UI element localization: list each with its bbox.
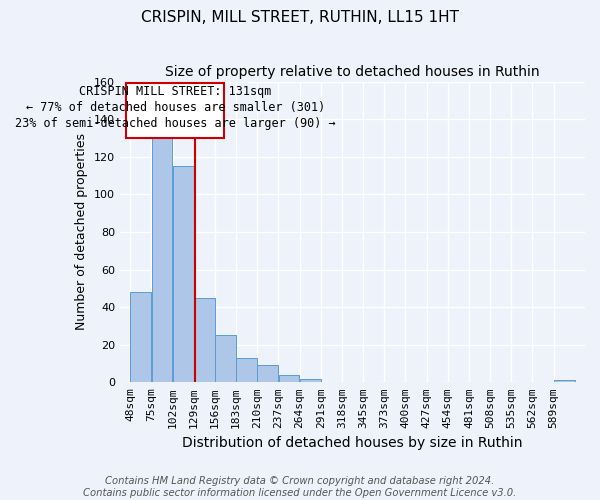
Bar bbox=[215, 336, 236, 382]
Text: 23% of semi-detached houses are larger (90) →: 23% of semi-detached houses are larger (… bbox=[15, 118, 335, 130]
Bar bbox=[300, 378, 320, 382]
Bar bbox=[152, 132, 172, 382]
Text: CRISPIN, MILL STREET, RUTHIN, LL15 1HT: CRISPIN, MILL STREET, RUTHIN, LL15 1HT bbox=[141, 10, 459, 25]
X-axis label: Distribution of detached houses by size in Ruthin: Distribution of detached houses by size … bbox=[182, 436, 523, 450]
Bar bbox=[194, 298, 215, 382]
Bar bbox=[236, 358, 257, 382]
Text: ← 77% of detached houses are smaller (301): ← 77% of detached houses are smaller (30… bbox=[26, 102, 325, 114]
Title: Size of property relative to detached houses in Ruthin: Size of property relative to detached ho… bbox=[165, 65, 540, 79]
Bar bbox=[130, 292, 151, 382]
Text: CRISPIN MILL STREET: 131sqm: CRISPIN MILL STREET: 131sqm bbox=[79, 86, 271, 98]
Bar bbox=[173, 166, 194, 382]
Bar bbox=[278, 375, 299, 382]
Bar bbox=[257, 366, 278, 382]
Bar bbox=[127, 84, 224, 138]
Bar bbox=[554, 380, 575, 382]
Y-axis label: Number of detached properties: Number of detached properties bbox=[76, 134, 88, 330]
Text: Contains HM Land Registry data © Crown copyright and database right 2024.
Contai: Contains HM Land Registry data © Crown c… bbox=[83, 476, 517, 498]
